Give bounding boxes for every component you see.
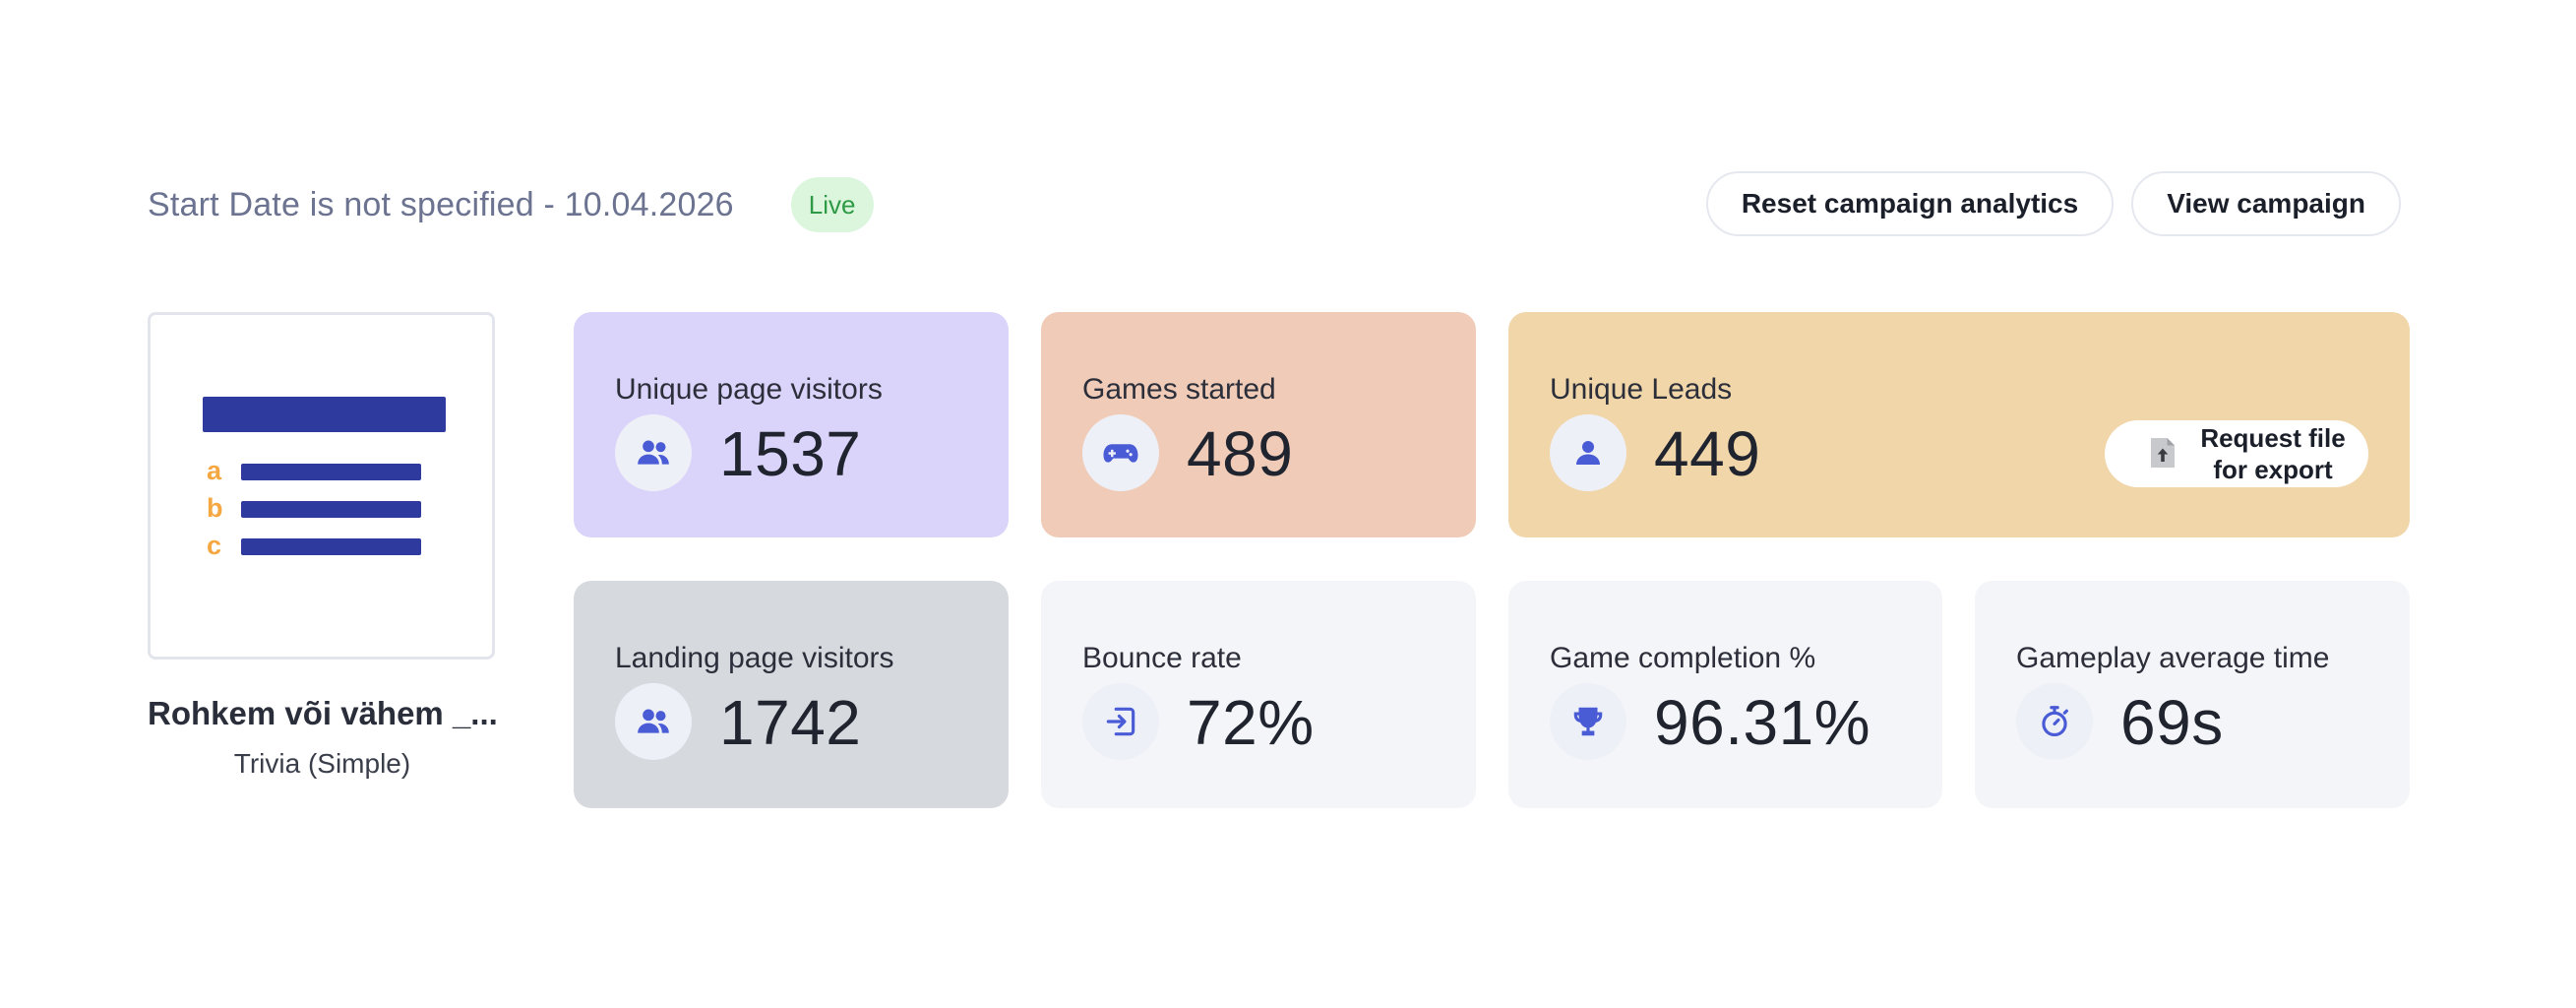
stat-card-unique-leads: Unique Leads 449 Request file for export xyxy=(1508,312,2410,537)
stat-card-unique-page-visitors: Unique page visitors 1537 xyxy=(574,312,1009,537)
reset-analytics-button[interactable]: Reset campaign analytics xyxy=(1705,171,2115,236)
stat-value: 449 xyxy=(1654,418,1761,489)
status-badge: Live xyxy=(790,177,874,232)
stat-card-games-started: Games started 489 xyxy=(1041,312,1476,537)
stat-label: Unique Leads xyxy=(1550,373,1733,406)
export-label: Request file for export xyxy=(2200,423,2346,484)
stat-label: Bounce rate xyxy=(1082,642,1242,674)
stat-value: 1742 xyxy=(719,687,862,758)
stopwatch-icon xyxy=(2016,683,2093,760)
stat-card-game-completion: Game completion % 96.31% xyxy=(1508,581,1942,808)
stat-value: 489 xyxy=(1187,418,1294,489)
trophy-icon xyxy=(1550,683,1626,760)
campaign-type: Trivia (Simple) xyxy=(233,748,411,779)
stat-label: Gameplay average time xyxy=(2016,642,2330,674)
stat-card-bounce-rate: Bounce rate 72% xyxy=(1041,581,1476,808)
campaign-header: Start Date is not specified - 10.04.2026… xyxy=(148,173,874,236)
sign-in-icon xyxy=(1082,683,1159,760)
stat-card-gameplay-average-time: Gameplay average time 69s xyxy=(1975,581,2410,808)
stat-value: 69s xyxy=(2120,687,2224,758)
users-icon xyxy=(615,683,692,760)
stat-label: Games started xyxy=(1082,373,1276,406)
stat-label: Game completion % xyxy=(1550,642,1816,674)
thumb-letter-a: a xyxy=(207,456,222,485)
file-upload-icon xyxy=(2148,435,2177,473)
campaign-thumbnail[interactable]: a b c xyxy=(148,312,495,660)
user-icon xyxy=(1550,414,1626,491)
users-icon xyxy=(615,414,692,491)
gamepad-icon xyxy=(1082,414,1159,491)
request-export-button[interactable]: Request file for export xyxy=(2105,420,2368,487)
thumb-letter-b: b xyxy=(207,493,223,523)
date-range: Start Date is not specified - 10.04.2026 xyxy=(148,185,734,223)
campaign-name: Rohkem või vähem _... xyxy=(148,695,498,731)
header-actions: Reset campaign analytics View campaign xyxy=(1705,171,2401,236)
trivia-list-icon: a b c xyxy=(203,397,446,560)
stat-value: 72% xyxy=(1187,687,1315,758)
stat-value: 1537 xyxy=(719,418,862,489)
stat-label: Landing page visitors xyxy=(615,642,894,674)
thumb-letter-c: c xyxy=(207,531,221,560)
stat-value: 96.31% xyxy=(1654,687,1871,758)
stat-label: Unique page visitors xyxy=(615,373,883,406)
stat-card-landing-page-visitors: Landing page visitors 1742 xyxy=(574,581,1009,808)
view-campaign-button[interactable]: View campaign xyxy=(2131,171,2401,236)
